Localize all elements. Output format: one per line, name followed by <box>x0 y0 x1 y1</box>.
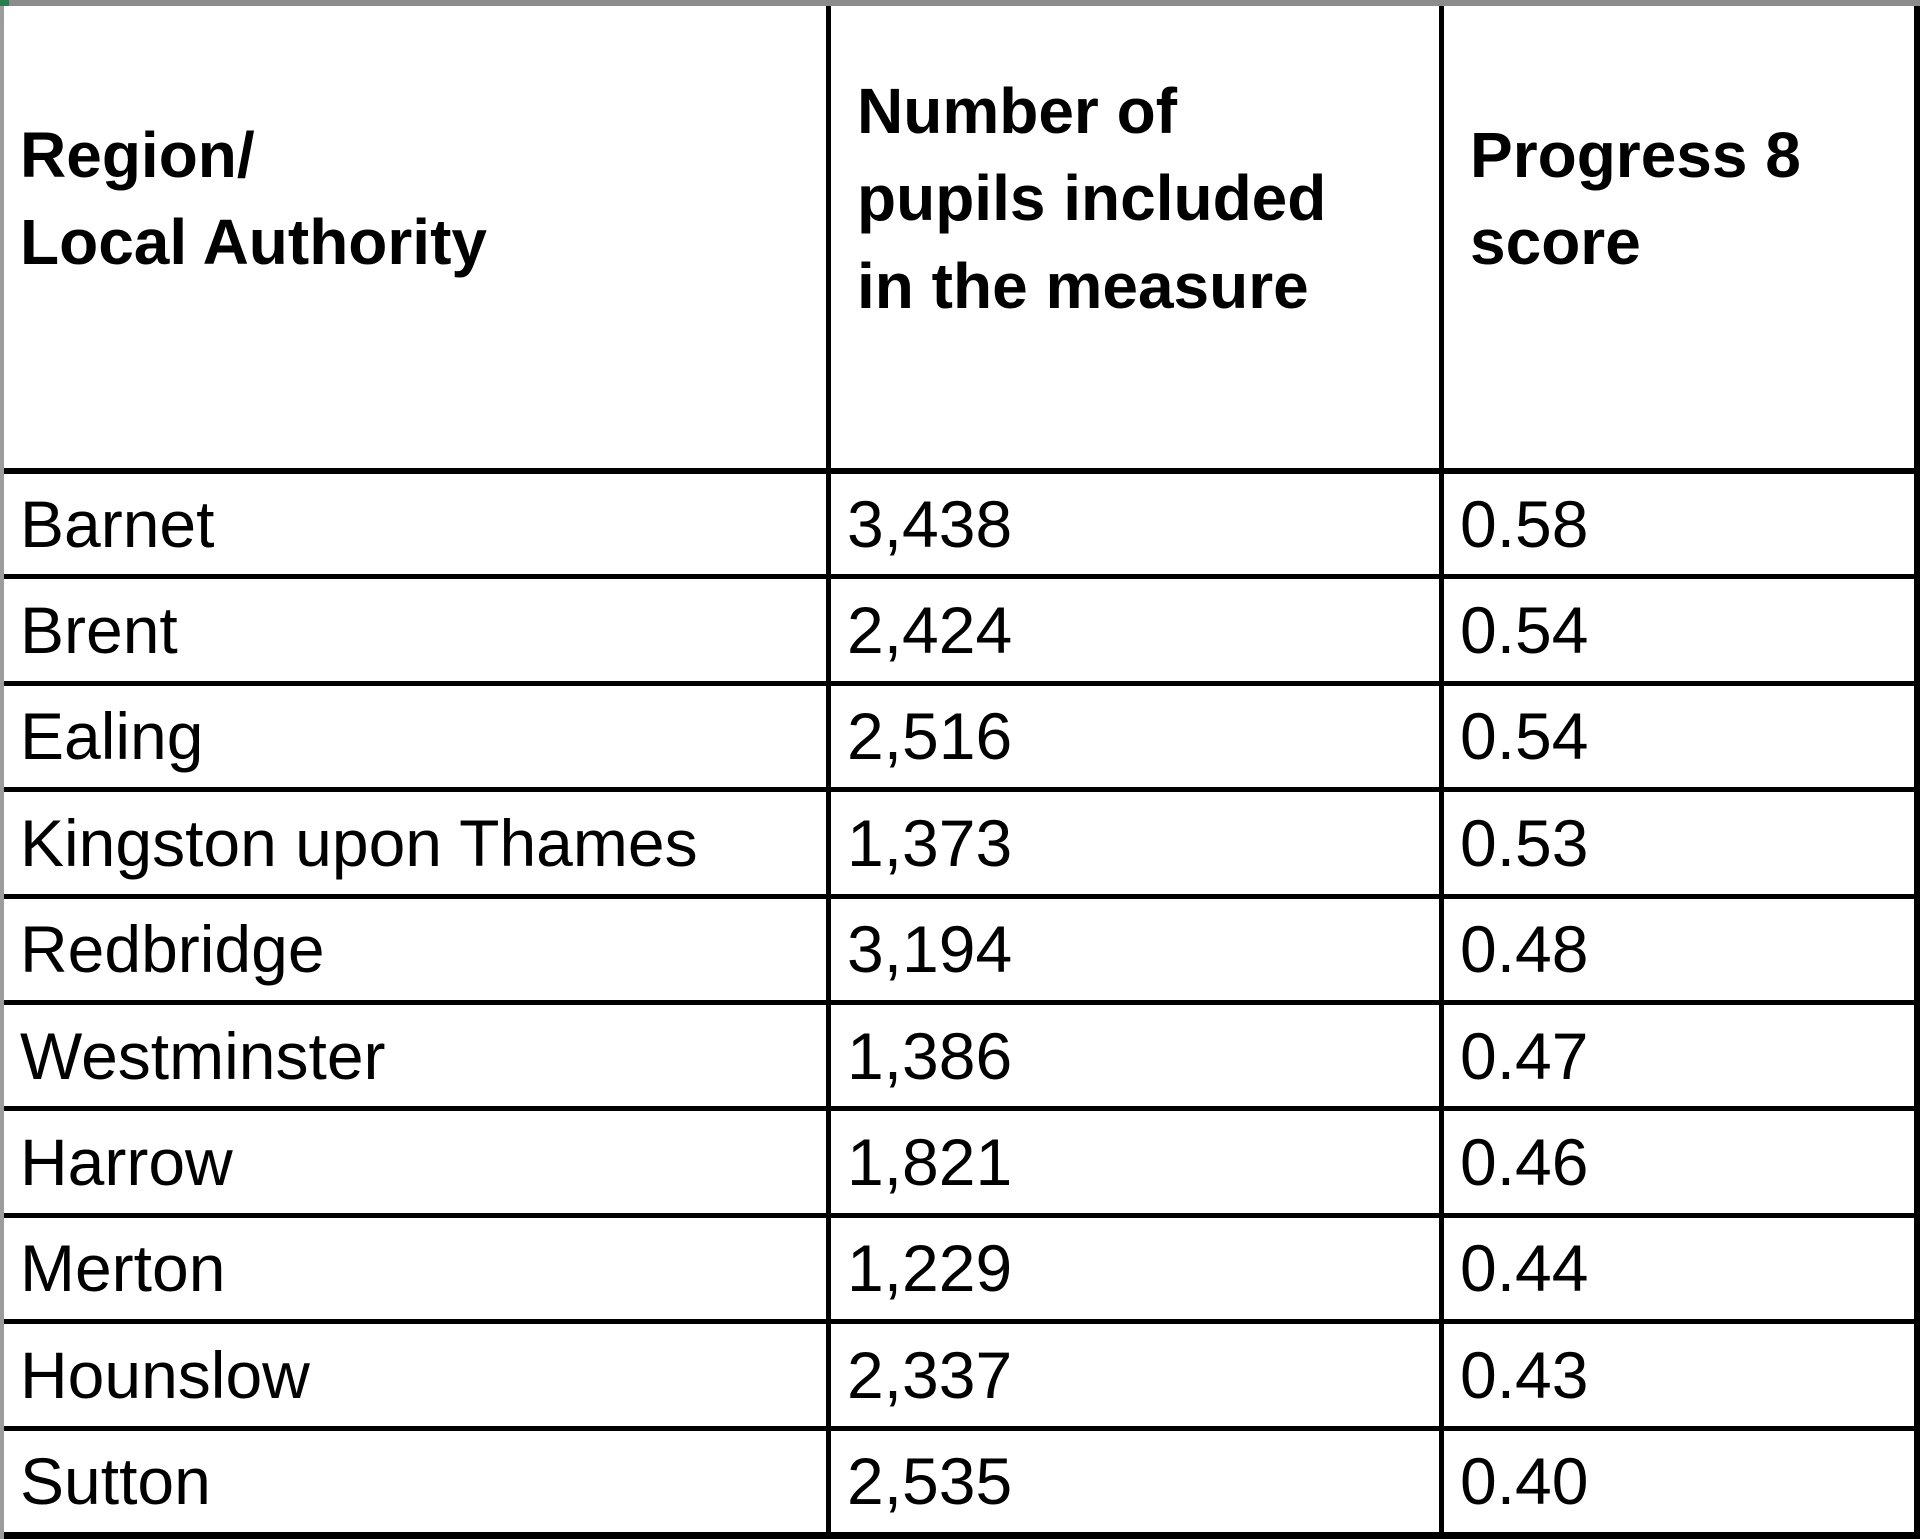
cell-region: Barnet <box>4 468 826 575</box>
cell-score: 0.44 <box>1439 1212 1914 1320</box>
cell-score: 0.43 <box>1439 1319 1914 1426</box>
top-edge-bar <box>0 0 1920 6</box>
cell-region: Westminster <box>4 1000 826 1107</box>
header-line: score <box>1470 206 1641 278</box>
cell-pupils: 1,821 <box>826 1106 1439 1213</box>
cell-score: 0.58 <box>1439 468 1914 575</box>
header-line: Local Authority <box>20 206 487 278</box>
header-line: pupils included <box>857 162 1327 235</box>
column-header-score: Progress 8 score <box>1439 6 1914 468</box>
cell-score: 0.53 <box>1439 787 1914 894</box>
cell-score: 0.40 <box>1439 1425 1914 1532</box>
header-line: Progress 8 <box>1470 118 1801 191</box>
corner-accent-square <box>0 0 9 6</box>
column-header-region: Region/ Local Authority <box>4 6 826 468</box>
cell-pupils: 2,535 <box>826 1425 1439 1532</box>
column-header-pupils: Number of pupils included in the measure <box>826 6 1439 468</box>
cell-pupils: 3,438 <box>826 468 1439 575</box>
cell-region: Hounslow <box>4 1319 826 1426</box>
cell-pupils: 2,516 <box>826 680 1439 788</box>
cell-score: 0.54 <box>1439 680 1914 788</box>
left-edge-strip <box>0 6 4 1539</box>
cell-pupils: 3,194 <box>826 893 1439 1000</box>
cell-pupils: 2,337 <box>826 1319 1439 1426</box>
header-text-block: Region/ Local Authority <box>20 112 487 286</box>
cell-region: Sutton <box>4 1425 826 1532</box>
header-line: Region/ <box>20 118 255 191</box>
cell-score: 0.47 <box>1439 1000 1914 1107</box>
cell-region: Redbridge <box>4 893 826 1000</box>
header-text-block: Progress 8 score <box>1470 112 1801 286</box>
cell-region: Ealing <box>4 680 826 788</box>
cell-region: Kingston upon Thames <box>4 787 826 894</box>
cell-score: 0.48 <box>1439 893 1914 1000</box>
cell-region: Brent <box>4 574 826 681</box>
progress8-table: Region/ Local Authority Number of pupils… <box>4 6 1920 1539</box>
header-text-block: Number of pupils included in the measure <box>857 68 1326 329</box>
cell-region: Harrow <box>4 1106 826 1213</box>
cell-pupils: 2,424 <box>826 574 1439 681</box>
header-line: in the measure <box>857 249 1309 322</box>
cell-score: 0.46 <box>1439 1106 1914 1213</box>
cell-pupils: 1,229 <box>826 1212 1439 1320</box>
cell-score: 0.54 <box>1439 574 1914 681</box>
cell-pupils: 1,386 <box>826 1000 1439 1107</box>
header-line: Number of <box>857 75 1177 148</box>
cell-pupils: 1,373 <box>826 787 1439 894</box>
cell-region: Merton <box>4 1212 826 1320</box>
